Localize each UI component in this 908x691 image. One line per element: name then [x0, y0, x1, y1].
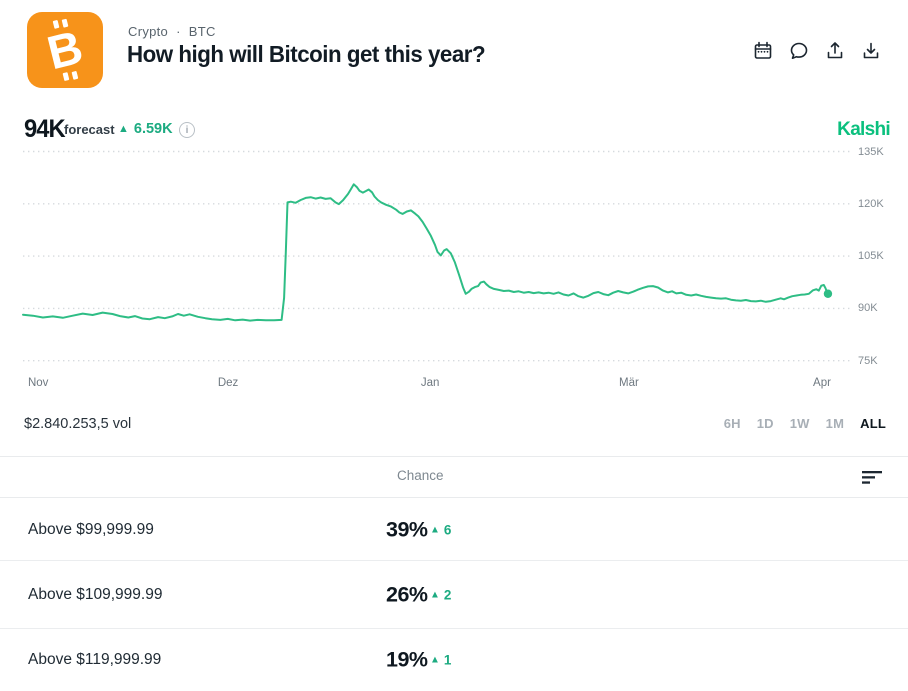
x-axis-label: Apr: [813, 377, 831, 389]
up-triangle-icon: ▲: [430, 654, 440, 665]
x-axis-label: Jan: [420, 377, 440, 389]
x-axis-label: Mär: [619, 377, 639, 389]
outcome-chance: 39%: [386, 517, 428, 541]
row-divider: [0, 628, 908, 629]
latest-point-dot: [823, 289, 833, 298]
calendar-button[interactable]: [752, 40, 774, 62]
up-triangle-icon: ▲: [430, 524, 440, 535]
header-actions: [752, 40, 882, 62]
outcome-row[interactable]: Above $99,999.99 39% ▲ 6: [0, 498, 908, 561]
outcome-row[interactable]: Above $109,999.99 26% ▲ 2: [0, 561, 908, 628]
y-axis-label: 105K: [858, 250, 884, 263]
y-axis-label: 120K: [858, 197, 884, 210]
share-button[interactable]: [824, 40, 846, 62]
outcome-change: ▲ 1: [430, 652, 451, 667]
outcome-change-value: 2: [443, 587, 452, 602]
outcome-label: Above $119,999.99: [28, 650, 162, 668]
outcome-label: Above $99,999.99: [28, 520, 154, 538]
breadcrumb-ticker[interactable]: BTC: [188, 24, 216, 39]
outcome-chance: 19%: [386, 647, 428, 671]
x-axis-label: Dez: [217, 377, 239, 389]
forecast-change-value: 6.59K: [133, 121, 173, 137]
time-range-selector: 6H 1D 1W 1M ALL: [724, 416, 886, 431]
bitcoin-logo-icon: B: [27, 12, 103, 88]
y-axis-label: 90K: [858, 302, 878, 315]
breadcrumb-separator: ·: [176, 24, 181, 39]
share-icon: [827, 42, 843, 59]
table-header-border: [0, 497, 908, 498]
comment-button[interactable]: [788, 40, 810, 62]
volume-text: $2.840.253,5 vol: [24, 416, 132, 432]
outcome-change-value: 1: [443, 652, 452, 667]
outcome-change: ▲ 6: [430, 522, 451, 537]
price-chart[interactable]: [0, 140, 908, 390]
forecast-change: ▲ 6.59K: [118, 121, 173, 137]
download-icon: [863, 42, 879, 59]
range-1m[interactable]: 1M: [825, 416, 845, 431]
y-axis-label: 75K: [858, 354, 878, 367]
range-1d[interactable]: 1D: [756, 416, 774, 431]
kalshi-logo: Kalshi: [837, 119, 891, 140]
table-top-border: [0, 456, 908, 457]
calendar-icon: [754, 41, 772, 59]
range-6h[interactable]: 6H: [723, 416, 741, 431]
forecast-value: 94K: [24, 115, 66, 143]
sort-button[interactable]: [861, 470, 885, 486]
range-1w[interactable]: 1W: [789, 416, 810, 431]
comment-icon: [790, 42, 808, 59]
forecast-label: forecast: [64, 122, 115, 137]
breadcrumb-category[interactable]: Crypto: [128, 24, 169, 39]
x-axis-label: Nov: [27, 377, 49, 389]
sort-icon: [862, 471, 882, 484]
forecast-line: [22, 183, 829, 322]
y-axis-label: 135K: [858, 145, 884, 158]
chance-column-header: Chance: [397, 468, 444, 483]
range-all[interactable]: ALL: [860, 416, 886, 431]
bitcoin-b-glyph: B: [19, 4, 111, 96]
page-title: How high will Bitcoin get this year?: [127, 41, 486, 67]
row-divider: [0, 560, 908, 561]
outcome-change-value: 6: [443, 522, 452, 537]
outcome-change: ▲ 2: [430, 587, 451, 602]
chart-canvas[interactable]: [0, 140, 908, 390]
up-triangle-icon: ▲: [118, 123, 129, 135]
outcome-chance: 26%: [386, 582, 428, 606]
outcome-label: Above $109,999.99: [28, 585, 163, 603]
info-icon[interactable]: i: [179, 122, 195, 138]
outcome-row[interactable]: Above $119,999.99 19% ▲ 1: [0, 628, 908, 691]
download-button[interactable]: [860, 40, 882, 62]
breadcrumb: Crypto · BTC: [128, 24, 216, 39]
up-triangle-icon: ▲: [430, 589, 440, 600]
